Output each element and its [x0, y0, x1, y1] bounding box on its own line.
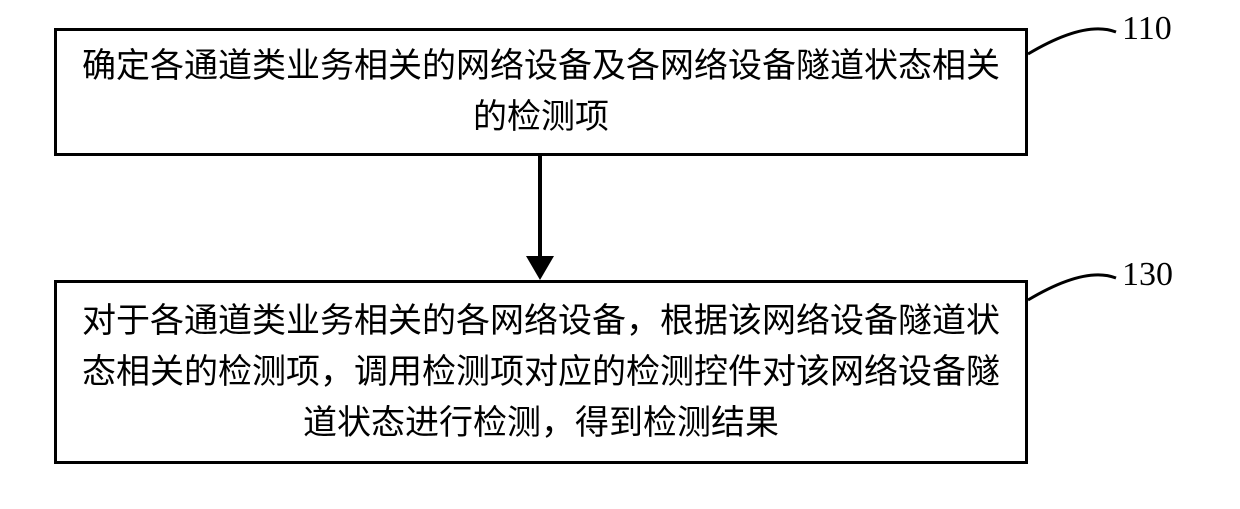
callout-line-1: [1024, 16, 1120, 58]
flow-node-1-text: 确定各通道类业务相关的网络设备及各网络设备隧道状态相关的检测项: [77, 41, 1005, 143]
flowchart-canvas: 确定各通道类业务相关的网络设备及各网络设备隧道状态相关的检测项 对于各通道类业务…: [0, 0, 1240, 509]
flow-arrow: [512, 154, 568, 282]
flow-node-1: 确定各通道类业务相关的网络设备及各网络设备隧道状态相关的检测项: [54, 28, 1028, 156]
callout-line-2: [1024, 262, 1120, 304]
step-label-130: 130: [1122, 256, 1173, 294]
step-label-110: 110: [1122, 10, 1172, 48]
flow-node-2-text: 对于各通道类业务相关的各网络设备，根据该网络设备隧道状态相关的检测项，调用检测项…: [77, 296, 1005, 449]
flow-node-2: 对于各通道类业务相关的各网络设备，根据该网络设备隧道状态相关的检测项，调用检测项…: [54, 280, 1028, 464]
